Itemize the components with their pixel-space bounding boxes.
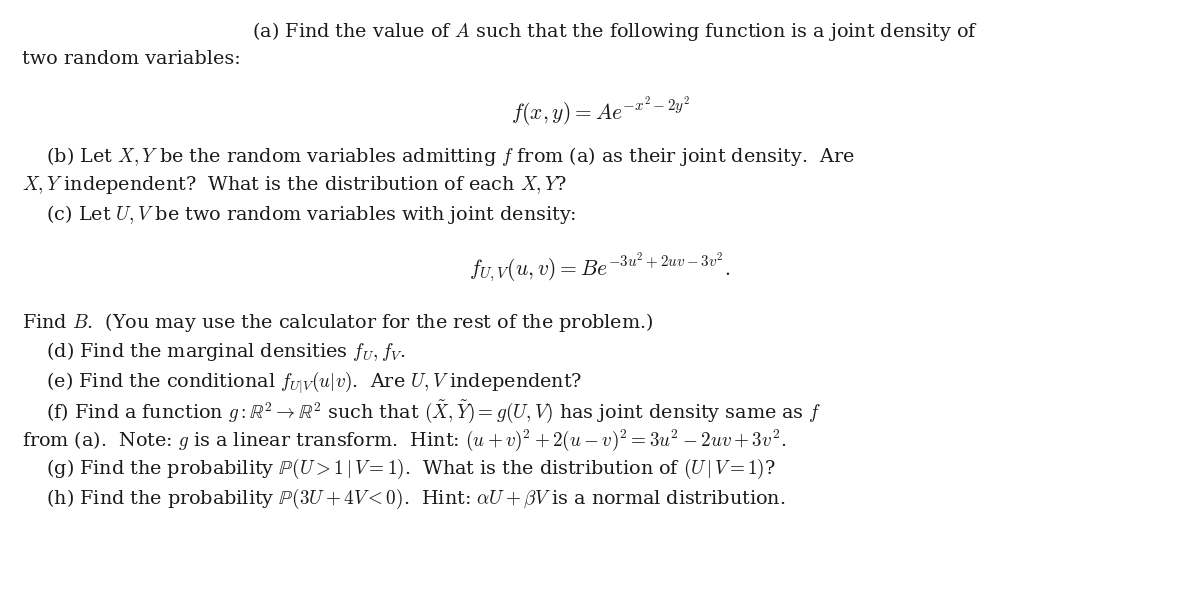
- Text: (b) Let $X, Y$ be the random variables admitting $f$ from (a) as their joint den: (b) Let $X, Y$ be the random variables a…: [22, 145, 854, 168]
- Text: (g) Find the probability $\mathbb{P}(U > 1\,|\,V = 1)$.  What is the distributio: (g) Find the probability $\mathbb{P}(U >…: [22, 457, 775, 482]
- Text: (c) Let $U, V$ be two random variables with joint density:: (c) Let $U, V$ be two random variables w…: [22, 203, 576, 226]
- Text: $f(x, y) = Ae^{-x^2-2y^2}$: $f(x, y) = Ae^{-x^2-2y^2}$: [510, 95, 690, 128]
- Text: Find $B$.  (You may use the calculator for the rest of the problem.): Find $B$. (You may use the calculator fo…: [22, 311, 653, 334]
- Text: from (a).  Note: $g$ is a linear transform.  Hint: $(u + v)^2 + 2(u - v)^2 = 3u^: from (a). Note: $g$ is a linear transfor…: [22, 428, 786, 454]
- Text: (d) Find the marginal densities $f_U, f_V$.: (d) Find the marginal densities $f_U, f_…: [22, 340, 406, 364]
- Text: $f_{U,V}(u, v) = Be^{-3u^2+2uv-3v^2}.$: $f_{U,V}(u, v) = Be^{-3u^2+2uv-3v^2}.$: [469, 251, 731, 284]
- Text: (a) Find the value of $A$ such that the following function is a joint density of: (a) Find the value of $A$ such that the …: [222, 20, 978, 43]
- Text: two random variables:: two random variables:: [22, 50, 240, 68]
- Text: $X, Y$ independent?  What is the distribution of each $X, Y$?: $X, Y$ independent? What is the distribu…: [22, 174, 566, 196]
- Text: (h) Find the probability $\mathbb{P}(3U + 4V < 0)$.  Hint: $\alpha U + \beta V$ : (h) Find the probability $\mathbb{P}(3U …: [22, 486, 785, 511]
- Text: (e) Find the conditional $f_{U|V}(u|v)$.  Are $U, V$ independent?: (e) Find the conditional $f_{U|V}(u|v)$.…: [22, 370, 582, 396]
- Text: (f) Find a function $g : \mathbb{R}^2 \to \mathbb{R}^2$ such that $(\tilde{X}, \: (f) Find a function $g : \mathbb{R}^2 \t…: [22, 399, 821, 426]
